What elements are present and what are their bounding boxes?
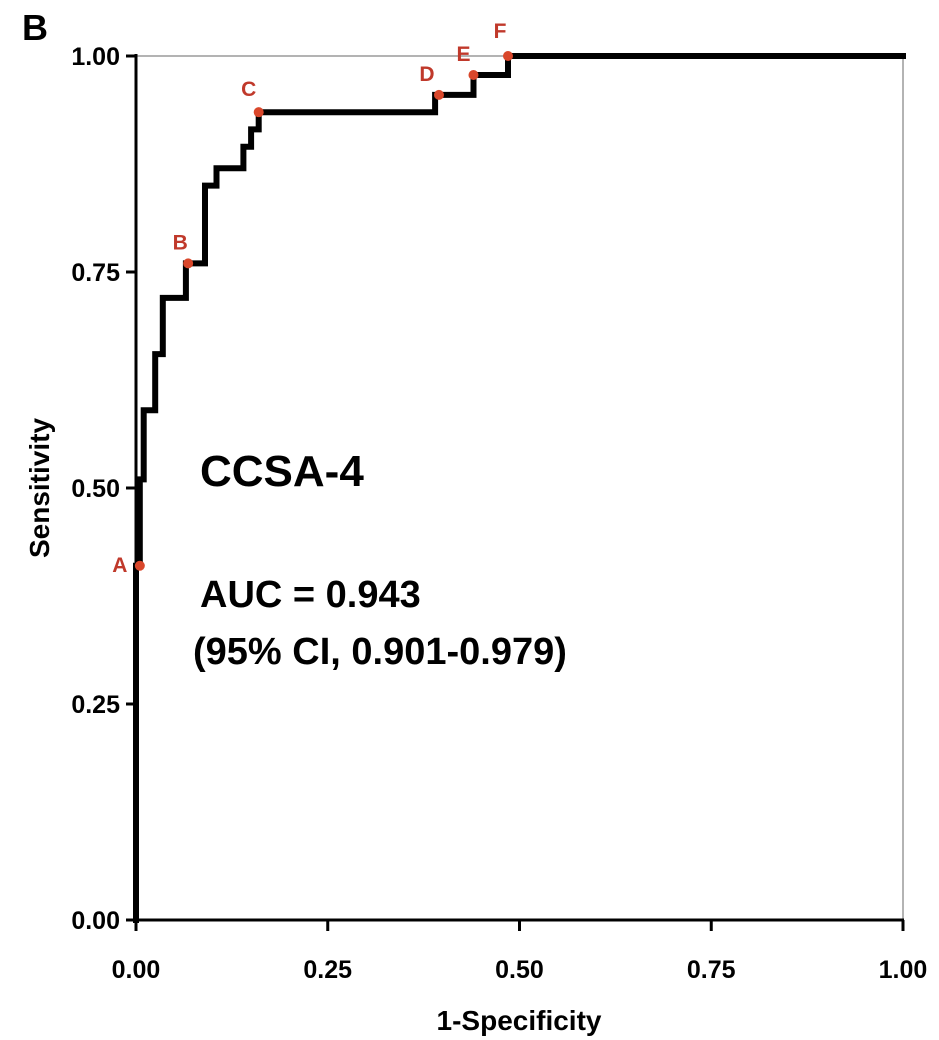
y-axis: 0.00 0.25 0.50 0.75 1.00 [71,43,136,935]
cutoff-label-a: A [112,554,127,577]
y-axis-title: Sensitivity [24,418,55,558]
cutoff-point-e [468,70,479,81]
x-axis-title: 1-Specificity [437,1005,602,1036]
y-tick-label: 0.75 [71,259,120,287]
cutoff-points: A B C DE F [112,20,513,577]
x-tick-label: 0.75 [687,956,736,984]
cutoff-point-c [253,107,264,118]
cutoff-point-d [433,89,444,100]
auc-value: AUC = 0.943 [200,574,421,616]
model-name: CCSA-4 [200,447,364,496]
cutoff-label-e: E [456,43,470,66]
y-tick-label: 1.00 [71,43,120,71]
roc-curve [133,53,906,923]
cutoff-label-f: F [494,20,507,43]
panel-label: B [22,7,48,48]
cutoff-label-b: B [173,231,188,254]
cutoff-point-a [134,560,145,571]
y-tick-label: 0.50 [71,475,120,503]
x-tick-label: 0.25 [303,956,352,984]
cutoff-label-d: D [419,63,434,86]
cutoff-label-c: C [241,78,256,101]
cutoff-point-f [502,51,513,61]
x-tick-label: 0.50 [495,956,544,984]
y-tick-label: 0.25 [71,691,120,719]
y-tick-label: 0.00 [71,907,120,935]
x-tick-label: 1.00 [879,956,928,984]
cutoff-point-b [183,258,194,269]
x-tick-label: 0.00 [112,956,161,984]
auc-ci: (95% CI, 0.901-0.979) [193,631,567,673]
x-axis: 0.00 0.25 0.50 0.75 1.00 [112,920,928,984]
